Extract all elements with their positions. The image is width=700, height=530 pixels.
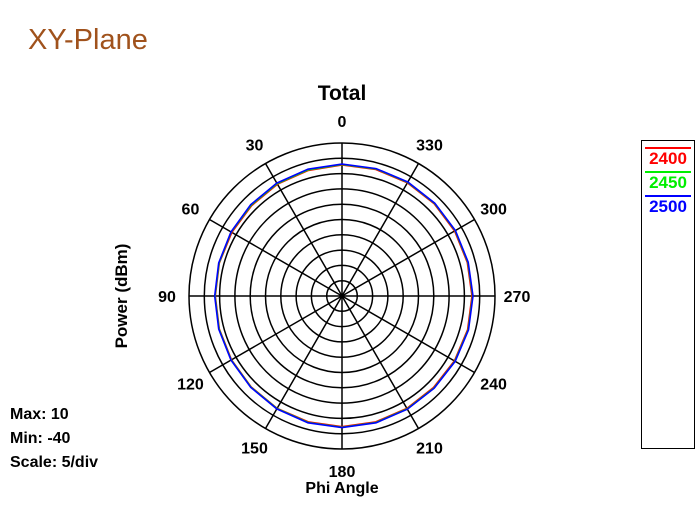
angle-tick-label: 210 xyxy=(416,441,443,458)
angle-tick-label: 180 xyxy=(329,464,356,481)
angle-tick-label: 90 xyxy=(158,289,176,306)
grid-spoke xyxy=(264,295,343,429)
angle-tick-label: 60 xyxy=(182,202,200,219)
legend: 2400 2450 2500 xyxy=(641,140,695,449)
angle-tick-label: 0 xyxy=(338,114,347,131)
grid-spoke xyxy=(341,295,475,374)
grid-spoke xyxy=(209,295,343,374)
angle-tick-label: 330 xyxy=(416,137,443,154)
grid-spoke xyxy=(341,163,420,297)
legend-item-2450: 2450 xyxy=(645,171,691,195)
legend-item-2500: 2500 xyxy=(645,195,691,219)
grid-spoke xyxy=(341,218,475,297)
page-title: XY-Plane xyxy=(28,24,148,56)
grid-spoke xyxy=(264,163,343,297)
angle-tick-label: 300 xyxy=(480,202,507,219)
grid-spoke xyxy=(209,218,343,297)
chart-title: Total xyxy=(317,82,367,105)
x-axis-label: Phi Angle xyxy=(305,480,379,497)
angle-tick-label: 120 xyxy=(177,377,204,394)
angle-tick-label: 150 xyxy=(241,441,268,458)
angle-tick-label: 270 xyxy=(504,289,531,306)
scale-stat: Scale: 5/div xyxy=(10,454,99,471)
angle-tick-label: 240 xyxy=(480,377,507,394)
grid-spoke xyxy=(341,295,420,429)
legend-item-2400: 2400 xyxy=(645,147,691,171)
series-line-2500 xyxy=(213,163,474,429)
min-stat: Min: -40 xyxy=(10,430,71,447)
angle-tick-label: 30 xyxy=(246,137,264,154)
max-stat: Max: 10 xyxy=(10,406,69,423)
